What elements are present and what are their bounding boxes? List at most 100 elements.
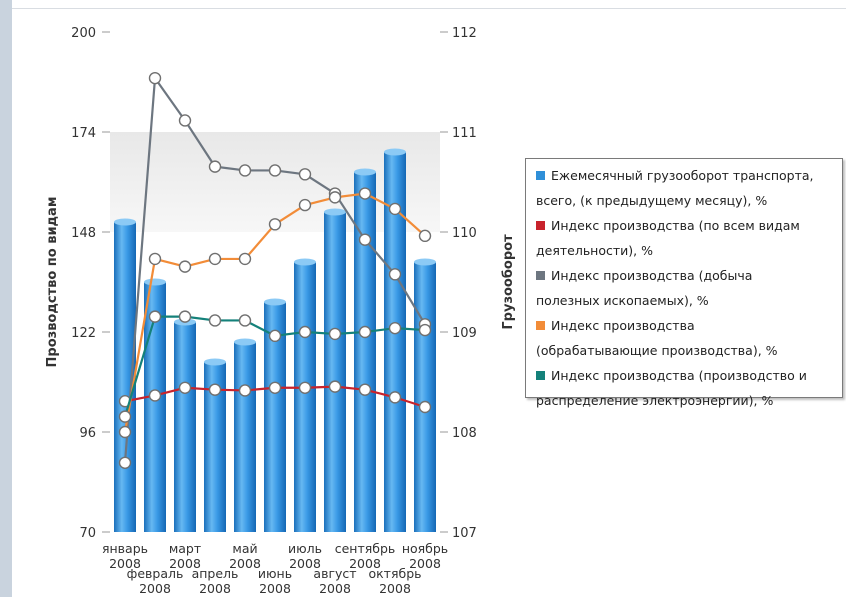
legend-label-line: всего, (к предыдущему месяцу), % [536, 193, 768, 208]
y-right-tick-label: 111 [452, 126, 477, 141]
data-point [238, 384, 252, 397]
y-right-tick-label: 109 [452, 326, 477, 341]
data-point [238, 252, 252, 266]
x-tick-label-line: март [169, 541, 201, 556]
window-left-border [0, 0, 12, 597]
data-point [178, 310, 192, 323]
y-right-tick-label: 112 [452, 26, 477, 41]
bar-series [114, 148, 436, 532]
bar [264, 302, 286, 532]
bar [234, 342, 256, 532]
bar [144, 282, 166, 532]
legend-label-line: Индекс производства (добыча [551, 268, 753, 283]
x-tick-label: март 2008 [169, 541, 201, 571]
x-tick-label-line: 2008 [139, 581, 171, 596]
legend-swatch [536, 371, 545, 380]
x-tick-label: февраль 2008 [127, 566, 184, 596]
y-right-tick-label: 110 [452, 226, 477, 241]
data-point [268, 164, 282, 177]
x-tick-label: август 2008 [313, 566, 356, 596]
data-point [298, 168, 312, 181]
legend-swatch [536, 221, 545, 230]
legend-label-line: (обрабатывающие производства), % [536, 343, 778, 358]
data-point [118, 410, 132, 423]
data-point [178, 260, 192, 273]
legend-label-line: распределение электроэнергии), % [536, 393, 774, 408]
data-point [238, 164, 252, 177]
y-left-tick-label: 148 [71, 226, 96, 241]
y-left-tick-label: 174 [71, 126, 96, 141]
data-point [388, 202, 402, 216]
data-point [358, 233, 372, 246]
data-point [268, 329, 282, 343]
bar [324, 212, 346, 532]
data-point [418, 229, 432, 243]
x-tick-label: сентябрь 2008 [335, 541, 396, 571]
data-point [298, 325, 312, 339]
x-tick-label-line: 2008 [259, 581, 291, 596]
y-left-tick-label: 122 [71, 326, 96, 341]
data-point [208, 383, 222, 396]
legend-item: Индекс производства (добыча полезных иско… [536, 263, 836, 313]
data-point [148, 71, 162, 85]
bar-cap [384, 148, 406, 156]
y-left-tick-label: 70 [79, 526, 96, 541]
data-point [118, 425, 132, 439]
x-tick-label: октябрь 2008 [368, 566, 421, 596]
bar [174, 322, 196, 532]
data-point [328, 191, 342, 204]
data-point [118, 456, 132, 469]
x-tick-label: ноябрь 2008 [402, 541, 448, 571]
legend: Ежемесячный грузооборот транспорта, всего… [525, 158, 843, 408]
bar-cap [324, 208, 346, 216]
data-point [418, 400, 432, 414]
data-point [208, 252, 222, 266]
bar-cap [204, 358, 226, 366]
y-left-tick-label: 200 [71, 26, 96, 41]
x-tick-label: июль 2008 [288, 541, 322, 571]
legend-swatch [536, 271, 545, 280]
bar-cap [144, 278, 166, 286]
x-tick-label-line: январь [102, 541, 148, 556]
data-point [298, 381, 312, 394]
data-point [388, 391, 402, 404]
legend-item: Индекс производства (обрабатывающие произ… [536, 313, 836, 363]
x-tick-label-line: 2008 [199, 581, 231, 596]
y-axis-left-title: Прозводство по видам [45, 197, 60, 368]
axes: 70 96 122 148 174 200 107 108 109 110 111 112 [71, 26, 477, 541]
legend-label-line: Ежемесячный грузооборот транспорта, [551, 168, 814, 183]
legend-label-line: Индекс производства [551, 318, 695, 333]
bar [354, 172, 376, 532]
bar [204, 362, 226, 532]
data-point [298, 198, 312, 212]
legend-item: Индекс производства (производство и распр… [536, 363, 836, 413]
x-tick-label: апрель 2008 [192, 566, 239, 596]
x-tick-label-line: 2008 [409, 556, 441, 571]
x-tick-label-line: май [232, 541, 257, 556]
x-tick-label-line: июнь [258, 566, 292, 581]
data-point [268, 381, 282, 394]
line-series [118, 71, 432, 469]
data-point [238, 314, 252, 327]
legend-label-line: полезных ископаемых), % [536, 293, 709, 308]
x-tick-label-line: апрель [192, 566, 239, 581]
top-divider [12, 8, 846, 9]
x-tick-label-line: сентябрь [335, 541, 396, 556]
data-point [268, 218, 282, 231]
bar-cap [414, 258, 436, 266]
bar-cap [294, 258, 316, 266]
bar [114, 222, 136, 532]
data-point [148, 310, 162, 323]
data-point [358, 325, 372, 339]
data-point [208, 314, 222, 327]
bar-cap [234, 338, 256, 346]
bar-cap [354, 168, 376, 176]
bar [384, 152, 406, 532]
legend-swatch [536, 321, 545, 330]
data-point [208, 160, 222, 173]
data-point [358, 187, 372, 200]
bar [294, 262, 316, 532]
